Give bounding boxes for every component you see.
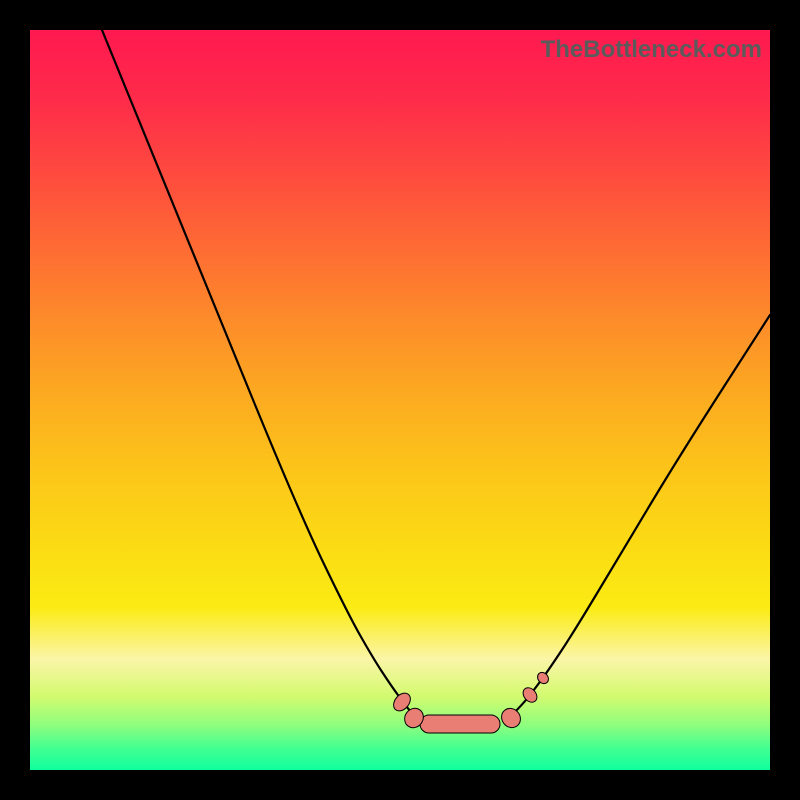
watermark-text: TheBottleneck.com <box>541 36 762 64</box>
valley-bar <box>420 715 500 733</box>
curve-left-branch <box>102 30 414 716</box>
curve-layer <box>30 30 770 770</box>
border-top <box>0 0 800 30</box>
curve-right-branch <box>511 315 770 716</box>
border-bottom <box>0 770 800 800</box>
border-right <box>770 0 800 800</box>
border-left <box>0 0 30 800</box>
plot-area <box>30 30 770 770</box>
valley-bead <box>498 705 525 732</box>
chart-frame: TheBottleneck.com <box>0 0 800 800</box>
